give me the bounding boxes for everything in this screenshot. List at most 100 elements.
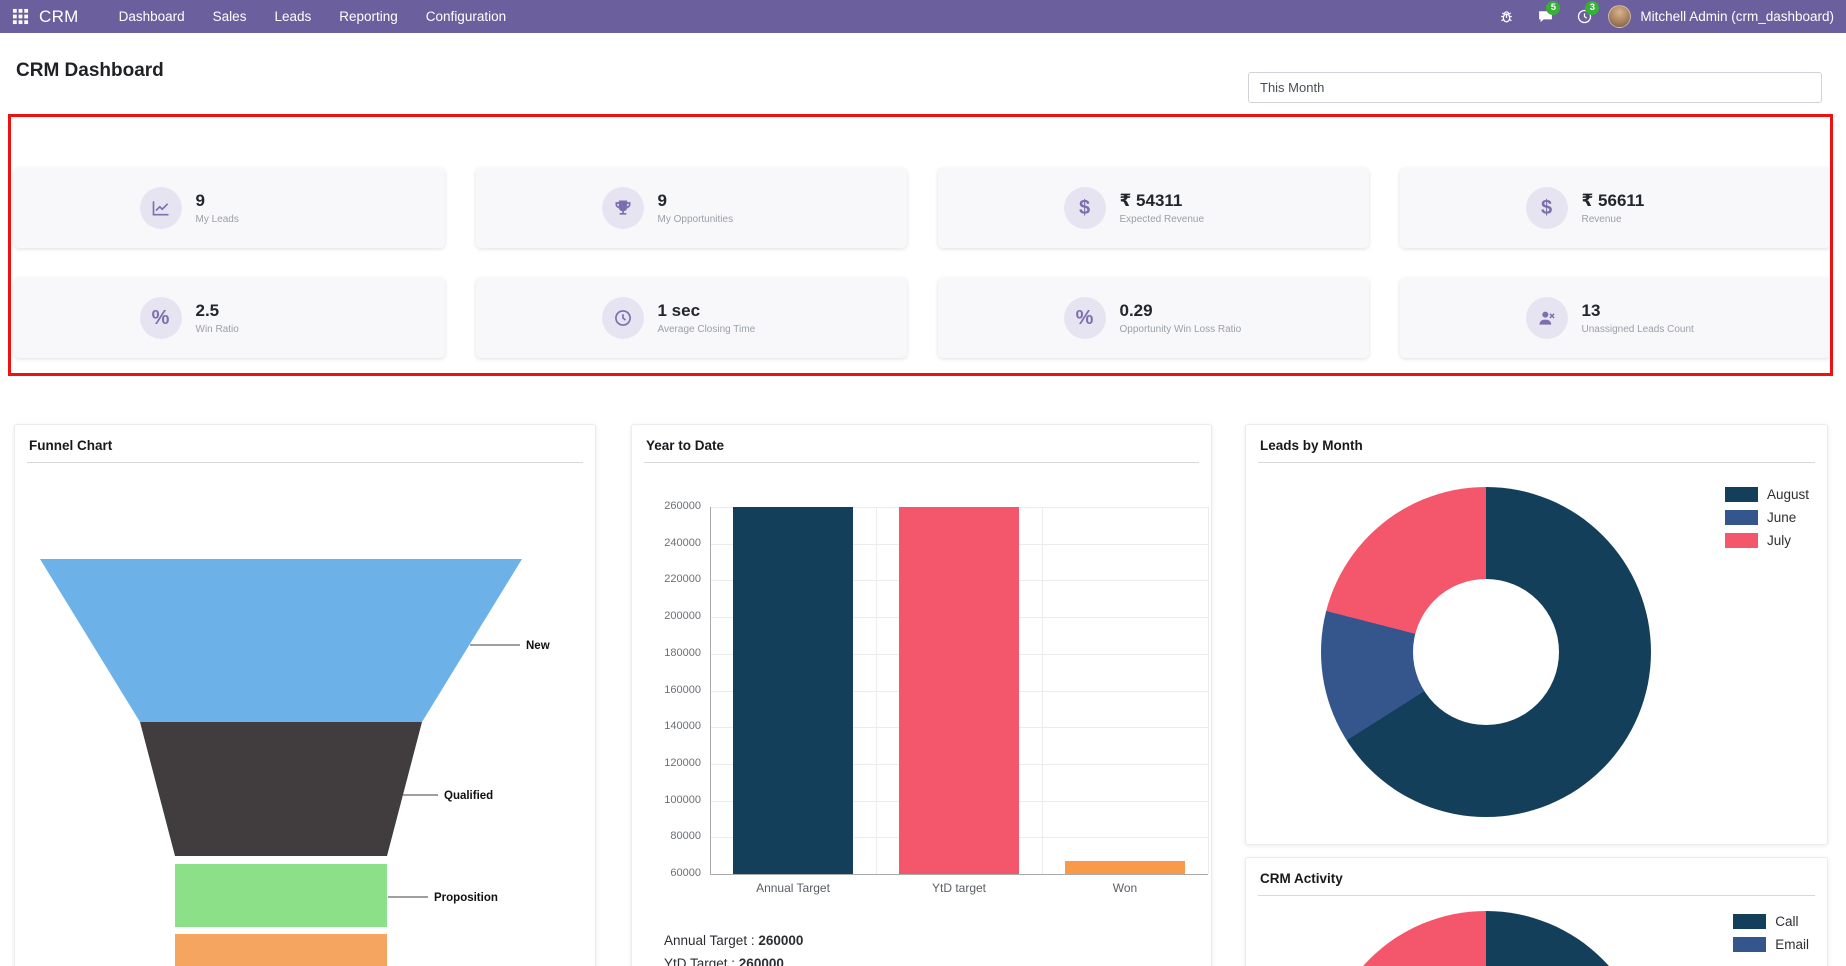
kpi-card-5[interactable]: 1 sec Average Closing Time xyxy=(476,278,907,358)
percent-icon: % xyxy=(1063,297,1106,339)
kpi-card-2[interactable]: $ ₹ 54311 Expected Revenue xyxy=(938,168,1369,248)
kpi-text: ₹ 56611 Revenue xyxy=(1582,191,1706,225)
leads-legend: August June July xyxy=(1724,487,1809,556)
nav-item-reporting[interactable]: Reporting xyxy=(339,9,398,24)
y-tick-label: 240000 xyxy=(664,536,701,549)
nav-item-dashboard[interactable]: Dashboard xyxy=(118,9,185,24)
y-tick-label: 200000 xyxy=(664,610,701,623)
app-brand[interactable]: CRM xyxy=(39,6,79,26)
kpi-value: 13 xyxy=(1581,301,1601,320)
kpi-label: My Opportunities xyxy=(657,214,734,225)
kpi-label: My Leads xyxy=(195,214,239,225)
funnel-stage-label: Qualified xyxy=(444,790,493,802)
legend-item-august[interactable]: August xyxy=(1724,487,1809,502)
activities-icon[interactable]: 3 xyxy=(1569,0,1600,30)
legend-swatch xyxy=(1724,487,1758,502)
chart-title: Year to Date xyxy=(646,438,725,453)
x-tick-label: YtD target xyxy=(931,881,987,895)
funnel-stage-0 xyxy=(40,559,522,722)
kpi-value: 1 sec xyxy=(657,301,701,320)
year-to-date-chart-card: Year to Date 60000 80000 100000 120000 14000… xyxy=(631,424,1212,966)
legend-label: Call xyxy=(1775,914,1799,929)
kpi-card-4[interactable]: % 2.5 Win Ratio xyxy=(14,278,445,358)
legend-item-july[interactable]: July xyxy=(1724,533,1809,548)
title-rule xyxy=(1258,462,1815,463)
kpi-value: 9 xyxy=(195,191,205,210)
navbar-menu: Dashboard Sales Leads Reporting Configuratio… xyxy=(105,0,520,33)
activity-legend: Call Email xyxy=(1733,914,1809,960)
legend-label: August xyxy=(1766,487,1809,502)
kpi-text: 2.5 Win Ratio xyxy=(196,301,320,335)
funnel-stage-3 xyxy=(175,934,387,966)
nav-item-leads[interactable]: Leads xyxy=(274,9,312,24)
kpi-card-1[interactable]: 9 My Opportunities xyxy=(476,168,907,248)
kpi-card-3[interactable]: $ ₹ 56611 Revenue xyxy=(1400,168,1831,248)
funnel-chart-card: Funnel Chart New Qualified Proposition xyxy=(14,424,596,966)
kpi-value: ₹ 54311 xyxy=(1119,191,1183,210)
kpi-label: Expected Revenue xyxy=(1119,214,1205,225)
y-tick-label: 160000 xyxy=(664,683,701,696)
kpi-value: ₹ 56611 xyxy=(1581,191,1645,210)
ytd-bar-chart: 60000 80000 100000 120000 140000 160000 180000… xyxy=(632,425,1211,966)
leads-donut-chart xyxy=(1321,487,1651,817)
chart-title: Funnel Chart xyxy=(29,438,113,453)
period-filter[interactable]: This Month xyxy=(1248,72,1822,103)
kpi-card-0[interactable]: 9 My Leads xyxy=(14,168,445,248)
page-title: CRM Dashboard xyxy=(16,60,164,81)
debug-bug-icon[interactable] xyxy=(1491,4,1521,30)
percent-icon: % xyxy=(139,297,182,339)
ytd-footer-line: Annual Target : 260000 xyxy=(664,933,804,948)
kpi-value: 2.5 xyxy=(195,301,220,320)
x-tick-label: Won xyxy=(1112,881,1138,895)
legend-label: July xyxy=(1766,533,1791,548)
activity-donut-chart xyxy=(1321,911,1651,966)
messages-icon[interactable]: 5 xyxy=(1530,0,1561,30)
legend-swatch xyxy=(1724,533,1758,548)
funnel-stage-2 xyxy=(175,864,387,927)
apps-menu-icon[interactable] xyxy=(12,8,29,25)
kpi-value: 9 xyxy=(657,191,667,210)
kpi-text: 1 sec Average Closing Time xyxy=(658,301,782,335)
legend-swatch xyxy=(1733,914,1767,929)
legend-item-email[interactable]: Email xyxy=(1733,937,1809,952)
activities-badge: 3 xyxy=(1585,0,1600,15)
navbar: CRM Dashboard Sales Leads Reporting Configur… xyxy=(0,0,1846,33)
y-tick-label: 260000 xyxy=(664,500,701,512)
dollar-icon: $ xyxy=(1063,187,1106,229)
kpi-card-6[interactable]: % 0.29 Opportunity Win Loss Ratio xyxy=(938,278,1369,358)
ytd-footer-line: YtD Target : 260000 xyxy=(664,956,784,966)
bar-won xyxy=(1065,861,1185,874)
y-tick-label: 180000 xyxy=(664,646,701,659)
nav-item-configuration[interactable]: Configuration xyxy=(425,9,507,24)
ytd-footer: Annual Target : 260000 YtD Target : 26000… xyxy=(664,933,803,966)
period-filter-value: This Month xyxy=(1260,80,1325,95)
y-tick-label: 80000 xyxy=(670,830,701,843)
kpi-grid: 9 My Leads 9 My Opportunities $ ₹ 54311 Expect… xyxy=(14,168,1831,358)
y-tick-label: 120000 xyxy=(664,756,701,769)
kpi-label: Win Ratio xyxy=(195,324,239,335)
kpi-label: Unassigned Leads Count xyxy=(1581,324,1694,335)
title-rule xyxy=(1258,895,1815,896)
kpi-text: ₹ 54311 Expected Revenue xyxy=(1120,191,1244,225)
title-rule xyxy=(27,462,583,463)
legend-item-june[interactable]: June xyxy=(1724,510,1809,525)
kpi-card-7[interactable]: 13 Unassigned Leads Count xyxy=(1400,278,1831,358)
funnel-stage-label: New xyxy=(526,640,550,652)
user-menu[interactable]: Mitchell Admin (crm_dashboard) xyxy=(1640,9,1834,24)
y-tick-label: 100000 xyxy=(664,793,701,806)
user-avatar[interactable] xyxy=(1608,5,1632,28)
legend-item-call[interactable]: Call xyxy=(1733,914,1809,929)
kpi-label: Opportunity Win Loss Ratio xyxy=(1119,324,1242,335)
y-tick-label: 140000 xyxy=(664,720,701,733)
chart-title: Leads by Month xyxy=(1260,438,1363,453)
user-x-icon xyxy=(1525,297,1568,339)
funnel-chart: New Qualified Proposition xyxy=(15,425,595,966)
funnel-stage-1 xyxy=(140,722,422,856)
legend-swatch xyxy=(1724,510,1758,525)
funnel-stage-label: Proposition xyxy=(434,892,498,904)
nav-item-sales[interactable]: Sales xyxy=(212,9,247,24)
kpi-value: 0.29 xyxy=(1119,301,1153,320)
chart-title: CRM Activity xyxy=(1260,871,1343,886)
x-tick-label: Annual Target xyxy=(756,881,830,895)
trophy-icon xyxy=(601,187,644,229)
